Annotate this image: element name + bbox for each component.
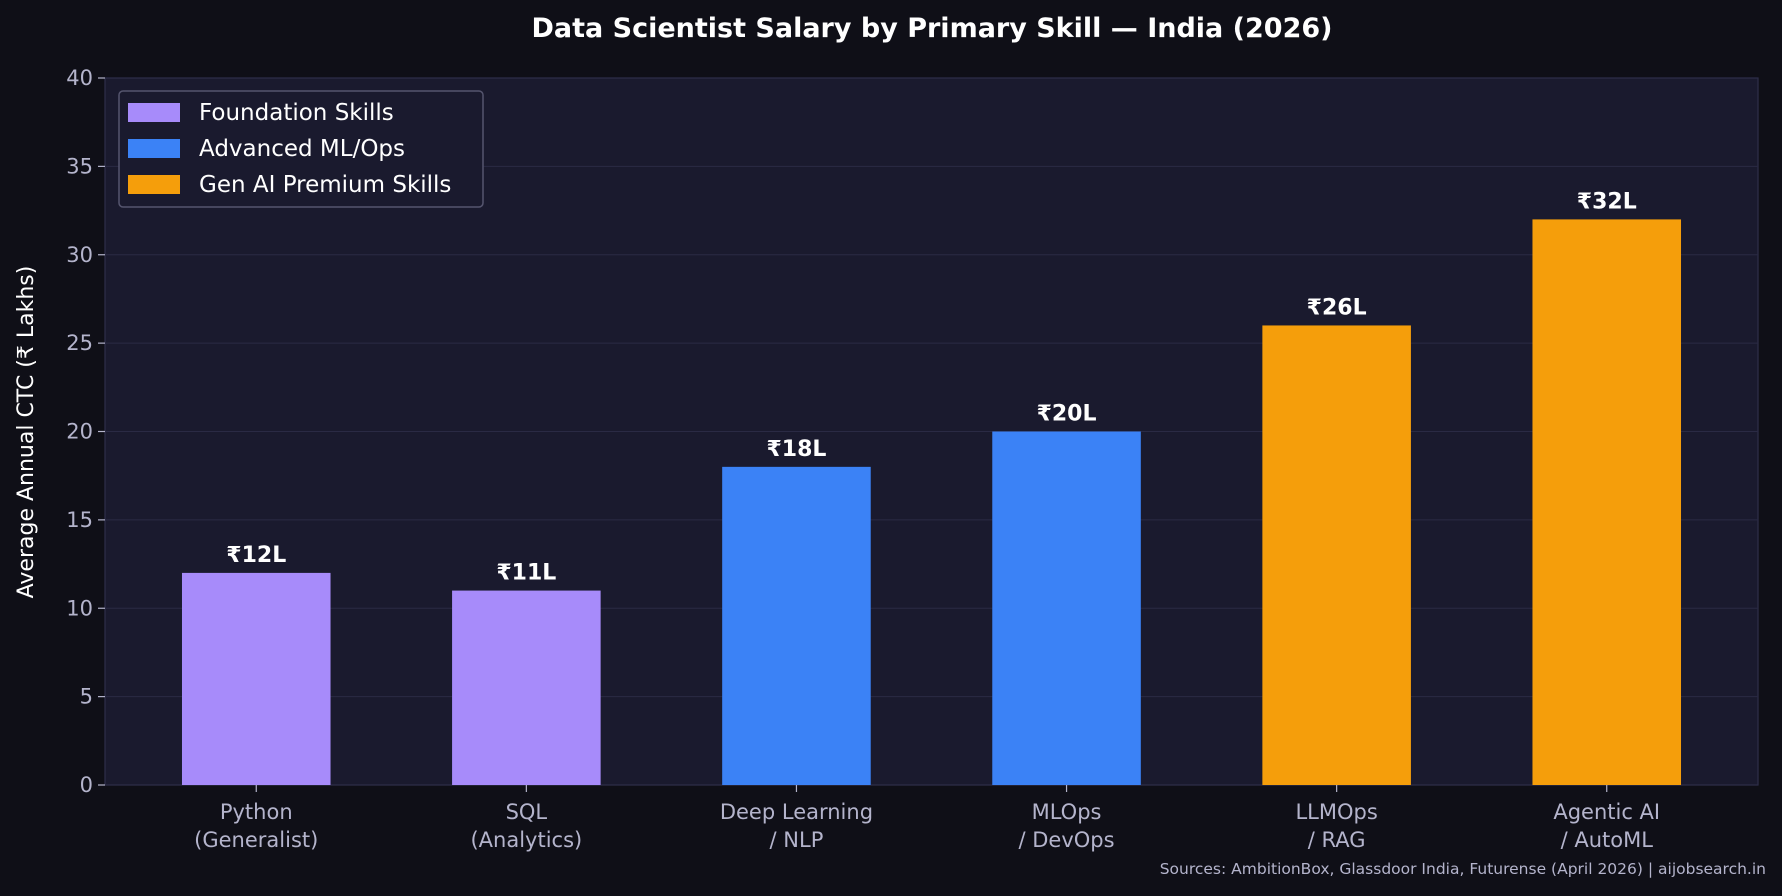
x-tick-label: / NLP: [770, 828, 824, 852]
x-tick-label: SQL: [506, 800, 548, 824]
legend-label: Advanced ML/Ops: [199, 136, 405, 162]
x-tick-label: LLMOps: [1295, 800, 1377, 824]
bar: [181, 572, 331, 785]
bar: [992, 431, 1141, 785]
y-tick-label: 10: [66, 596, 93, 620]
y-tick-label: 20: [66, 420, 93, 444]
x-tick-label: Deep Learning: [720, 800, 873, 824]
legend-box: [118, 90, 484, 208]
data-label: ₹11L: [496, 561, 556, 586]
source-note: Sources: AmbitionBox, Glassdoor India, F…: [1160, 860, 1766, 878]
legend: Foundation Skills Advanced ML/Ops Gen AI P…: [118, 90, 484, 208]
bar: [1532, 219, 1682, 785]
data-label: ₹32L: [1577, 189, 1637, 214]
y-tick-label: 15: [66, 508, 93, 532]
x-tick-label: (Generalist): [194, 828, 318, 852]
x-tick-label: (Analytics): [470, 828, 582, 852]
y-tick-label: 0: [80, 773, 93, 797]
legend-swatch: [128, 175, 180, 194]
data-label: ₹26L: [1307, 295, 1367, 320]
data-label: ₹18L: [766, 437, 826, 462]
data-label: ₹20L: [1037, 402, 1097, 427]
y-axis-label: Average Annual CTC (₹ Lakhs): [14, 266, 39, 599]
y-tick-label: 40: [66, 66, 93, 90]
bar: [1262, 325, 1411, 785]
legend-label: Foundation Skills: [199, 100, 394, 126]
x-tick-label: Agentic AI: [1553, 800, 1660, 824]
legend-label: Gen AI Premium Skills: [199, 172, 451, 198]
x-tick-label: Python: [220, 800, 293, 824]
x-tick-label: / AutoML: [1561, 828, 1654, 852]
y-tick-label: 30: [66, 243, 93, 267]
x-tick-label: / RAG: [1308, 828, 1366, 852]
legend-swatch: [128, 103, 180, 122]
x-tick-label: MLOps: [1032, 800, 1102, 824]
bar: [722, 466, 871, 785]
legend-swatch: [128, 139, 180, 158]
bar: [452, 590, 601, 785]
y-tick-label: 35: [66, 154, 93, 178]
y-tick-label: 5: [80, 685, 93, 709]
chart-title: Data Scientist Salary by Primary Skill —…: [531, 13, 1332, 44]
y-tick-label: 25: [66, 331, 93, 355]
x-tick-label: / DevOps: [1019, 828, 1115, 852]
data-label: ₹12L: [226, 543, 286, 568]
